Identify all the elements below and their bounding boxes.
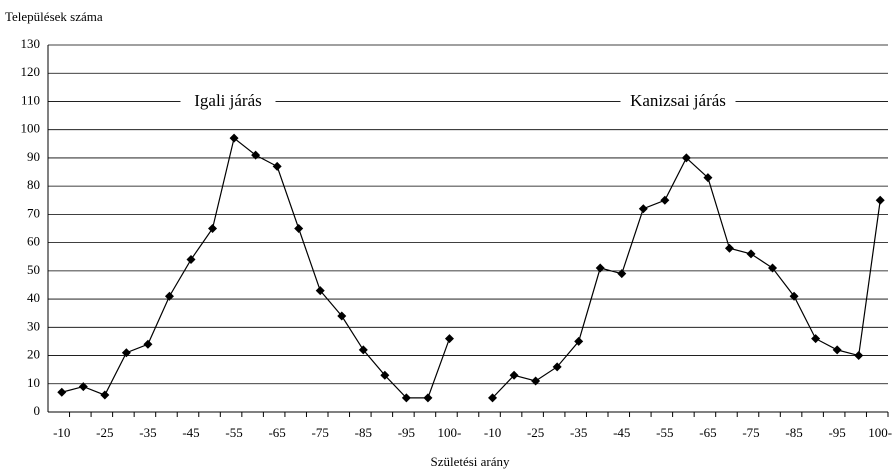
x-tick-label: -55 xyxy=(225,425,242,440)
y-axis-title: Települések száma xyxy=(5,9,103,24)
marker xyxy=(100,390,110,400)
marker xyxy=(164,291,174,301)
marker xyxy=(746,249,756,259)
y-tick-label: 90 xyxy=(27,149,40,164)
marker xyxy=(660,195,670,205)
x-tick-label: -10 xyxy=(484,425,501,440)
marker xyxy=(595,263,605,273)
x-tick-label: -85 xyxy=(355,425,372,440)
marker xyxy=(143,339,153,349)
x-tick-label: -35 xyxy=(570,425,587,440)
annotation-bg xyxy=(180,90,276,112)
y-tick-label: 80 xyxy=(27,177,40,192)
marker xyxy=(358,345,368,355)
y-tick-label: 110 xyxy=(21,92,40,107)
x-tick-label: -85 xyxy=(785,425,802,440)
x-tick-label: -10 xyxy=(53,425,70,440)
y-tick-label: 20 xyxy=(27,347,40,362)
y-tick-label: 100 xyxy=(21,121,41,136)
x-tick-label: 100- xyxy=(868,425,892,440)
y-tick-label: 40 xyxy=(27,290,40,305)
marker xyxy=(789,291,799,301)
x-tick-label: -35 xyxy=(139,425,156,440)
marker xyxy=(57,387,67,397)
annotation: Igali járás xyxy=(194,91,262,110)
y-tick-label: 70 xyxy=(27,205,40,220)
x-tick-label: -45 xyxy=(613,425,630,440)
marker xyxy=(638,204,648,214)
y-tick-label: 0 xyxy=(34,403,41,418)
marker xyxy=(401,393,411,403)
marker xyxy=(186,255,196,265)
marker xyxy=(294,224,304,233)
marker xyxy=(423,393,433,403)
marker xyxy=(251,150,261,160)
y-tick-label: 10 xyxy=(27,375,40,390)
marker xyxy=(854,351,864,361)
x-tick-label: -25 xyxy=(527,425,544,440)
marker xyxy=(832,345,842,355)
x-tick-label: -65 xyxy=(268,425,285,440)
marker xyxy=(315,286,325,296)
y-tick-label: 120 xyxy=(21,64,41,79)
marker xyxy=(208,224,218,233)
marker xyxy=(229,133,239,143)
marker xyxy=(703,173,713,183)
x-tick-label: -65 xyxy=(699,425,716,440)
marker xyxy=(768,263,778,273)
marker xyxy=(811,334,821,344)
annotation: Kanizsai járás xyxy=(630,91,726,110)
y-tick-label: 50 xyxy=(27,262,40,277)
marker xyxy=(681,153,691,163)
annotation-bg xyxy=(620,90,736,112)
x-tick-label: -75 xyxy=(312,425,329,440)
marker xyxy=(272,161,282,171)
marker xyxy=(875,195,885,205)
marker xyxy=(574,336,584,346)
marker xyxy=(509,370,519,380)
y-tick-label: 30 xyxy=(27,318,40,333)
marker xyxy=(121,348,131,358)
x-tick-label: 100- xyxy=(438,425,462,440)
x-axis-title: Születési arány xyxy=(430,454,510,469)
marker xyxy=(531,376,541,386)
marker xyxy=(337,311,347,321)
x-tick-label: -55 xyxy=(656,425,673,440)
x-tick-label: -95 xyxy=(398,425,415,440)
marker xyxy=(78,382,88,392)
x-tick-label: -95 xyxy=(828,425,845,440)
y-tick-label: 130 xyxy=(21,36,41,51)
marker xyxy=(488,393,498,403)
x-tick-label: -45 xyxy=(182,425,199,440)
marker xyxy=(552,362,562,372)
x-tick-label: -25 xyxy=(96,425,113,440)
line xyxy=(61,137,881,399)
marker xyxy=(617,269,627,279)
marker xyxy=(444,334,454,344)
marker xyxy=(724,243,734,253)
y-tick-label: 60 xyxy=(27,234,40,249)
marker xyxy=(380,370,390,380)
x-tick-label: -75 xyxy=(742,425,759,440)
